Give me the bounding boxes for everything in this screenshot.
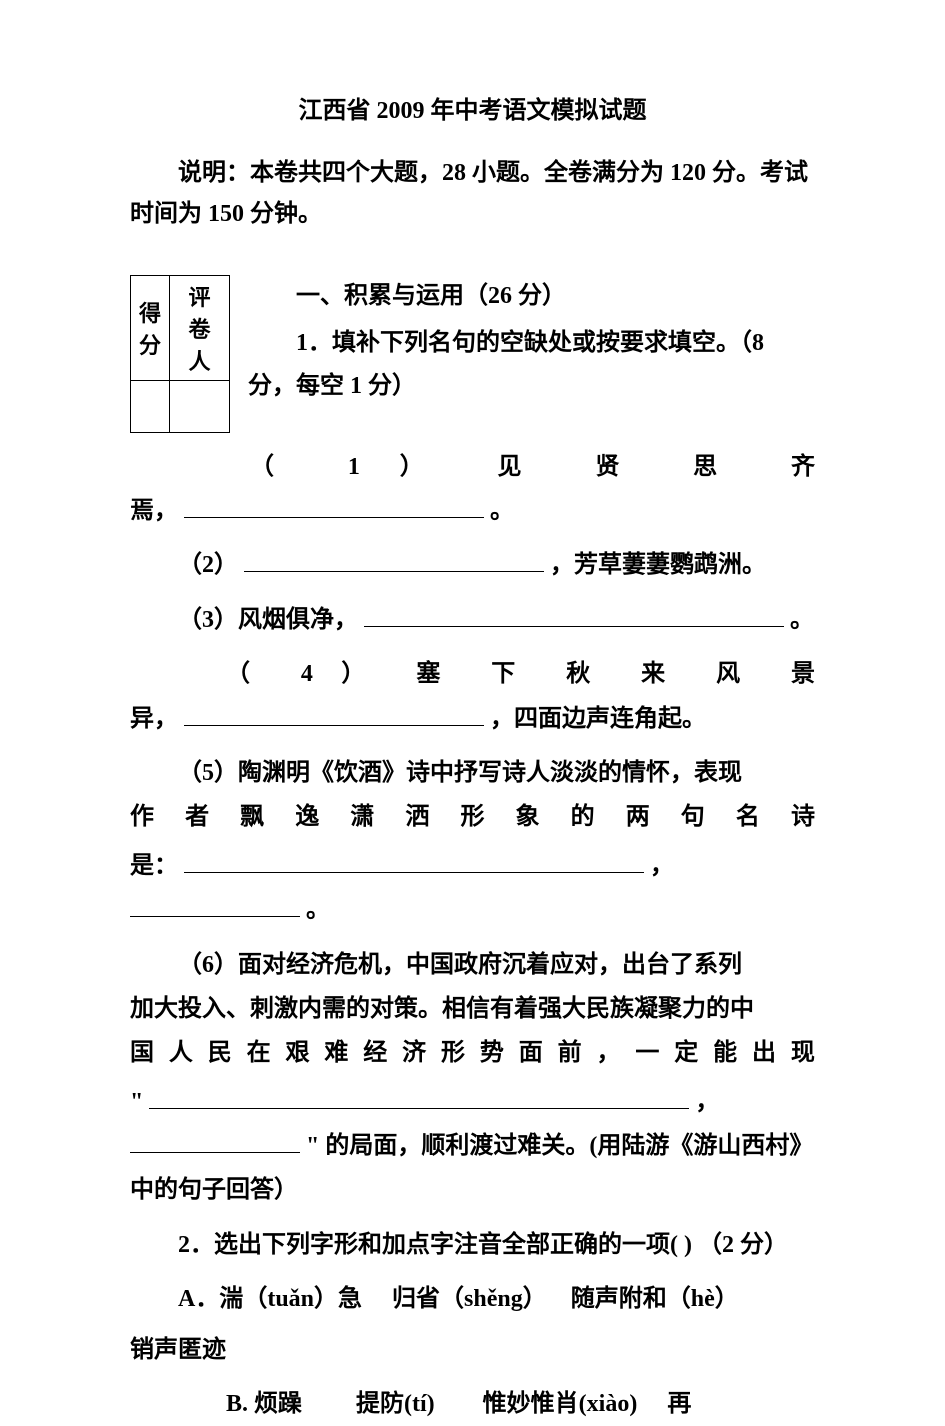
exam-title: 江西省 2009 年中考语文模拟试题 [130,90,815,125]
exam-instructions: 说明：本卷共四个大题，28 小题。全卷满分为 120 分。考试时间为 150 分… [130,153,815,235]
q1-6-l2: 加大投入、刺激内需的对策。相信有着强大民族凝聚力的中 [130,987,815,1031]
score-col-2: 评卷人 [170,275,230,380]
q1-intro: 1．填补下列名句的空缺处或按要求填空。（8 分，每空 1 分） [248,322,815,408]
q1-4-line2: 异， ，四面边声连角起。 [130,697,815,741]
q1-5-l1: （5）陶渊明《饮酒》诗中抒写诗人淡淡的情怀，表现 [130,751,815,795]
c6b: 人 [169,1031,193,1075]
c6a: 国 [130,1031,154,1075]
c5d: 逸 [295,795,319,839]
q1-3-blank[interactable] [364,598,784,627]
c6f: 难 [324,1031,348,1075]
c5f: 洒 [405,795,429,839]
q1-6-comma: ， [695,1089,719,1115]
q2-b4: 再 [667,1391,691,1417]
q1-5-l4: 。 [130,888,815,932]
c6r: 现 [791,1031,815,1075]
q1-4-blank[interactable] [184,697,484,726]
q1-2-suffix: ，芳草萋萋鹦鹉洲。 [550,552,766,578]
q2-a2: 归省（shěng） [392,1286,547,1312]
q2-b2: 提防(tí) [356,1391,435,1417]
q1-5-comma: ， [650,853,674,879]
q2-a3: 随声附和（hè） [571,1286,739,1312]
section-1-heading: 一、积累与运用（26 分） [248,275,815,318]
score-col-1: 得分 [131,275,170,380]
c5k: 句 [681,795,705,839]
q1-5-punc: 。 [306,897,330,923]
section-header-row: 得分 评卷人 一、积累与运用（26 分） 1．填补下列名句的空缺处或按要求填空。… [130,275,815,433]
c6m: ， [597,1031,621,1075]
q2-b3: 惟妙惟肖(xiào) [483,1391,638,1417]
c6g: 经 [363,1031,387,1075]
score-table: 得分 评卷人 [130,275,230,433]
c5e: 潇 [350,795,374,839]
c6n: 一 [635,1031,659,1075]
c6p: 能 [713,1031,737,1075]
q1-3-punc: 。 [790,607,814,633]
c5m: 诗 [791,795,815,839]
c6d: 在 [247,1031,271,1075]
body: （ 1 ） 见 贤 思 齐 焉， 。 （2） ，芳草萋萋鹦鹉洲。 （3）风烟俱净… [130,445,815,1426]
c5l: 名 [736,795,760,839]
q1-5-l3: 是： ， [130,844,815,888]
q1-5-l2: 作 者 飘 逸 潇 洒 形 象 的 两 句 名 诗 [130,795,815,839]
q1-item-3: （3）风烟俱净， 。 [130,598,815,642]
q1-5-blank2[interactable] [130,888,300,917]
q1-6-l5: " 的局面，顺利渡过难关。(用陆游《游山西村》中的句子回答） [130,1124,815,1213]
score-label-1: 得分 [139,301,161,358]
q2-options: A．湍（tuǎn）急 归省（shěng） 随声附和（hè） 销声匿迹 B. 烦躁… [130,1277,815,1426]
section-intro: 一、积累与运用（26 分） 1．填补下列名句的空缺处或按要求填空。（8 分，每空… [248,275,815,409]
q1-5-word: 是： [130,853,178,879]
q1-item-2: （2） ，芳草萋萋鹦鹉洲。 [130,543,815,587]
c5h: 象 [516,795,540,839]
c5j: 两 [626,795,650,839]
q1-6-quote: " [130,1089,143,1115]
q2-a4-line: 销声匿迹 [130,1328,815,1372]
score-blank-2[interactable] [170,380,230,432]
q1-item-5: （5）陶渊明《饮酒》诗中抒写诗人淡淡的情怀，表现 作 者 飘 逸 潇 洒 形 象… [130,751,815,933]
q1-item-1: （ 1 ） 见 贤 思 齐 焉， 。 [130,445,815,534]
q1-2-prefix: （2） [178,552,238,578]
q2: 2．选出下列字形和加点字注音全部正确的一项( ) （2 分） [130,1223,815,1267]
q1-1-line1: （ 1 ） 见 贤 思 齐 [130,445,815,489]
q2-opt-a[interactable]: A．湍（tuǎn）急 归省（shěng） 随声附和（hè） [130,1277,815,1321]
c5b: 者 [185,795,209,839]
q1-item-6: （6）面对经济危机，中国政府沉着应对，出台了系列 加大投入、刺激内需的对策。相信… [130,943,815,1213]
q2-a1: A．湍（tuǎn）急 [178,1286,362,1312]
c6c: 民 [208,1031,232,1075]
q1-6-blank2[interactable] [130,1124,300,1153]
q1-3-prefix: （3）风烟俱净， [178,607,358,633]
q1-4-line1: （ 4 ） 塞 下 秋 来 风 景 [130,652,815,696]
q1-2-blank[interactable] [244,544,544,573]
c6o: 定 [674,1031,698,1075]
q1-6-blank1[interactable] [149,1080,689,1109]
q1-item-4: （ 4 ） 塞 下 秋 来 风 景 异， ，四面边声连角起。 [130,652,815,741]
q1-1-punc: 。 [490,498,514,524]
score-blank-1[interactable] [131,380,170,432]
c6e: 艰 [286,1031,310,1075]
q1-1-word: 焉， [130,498,178,524]
q1-5-blank1[interactable] [184,844,644,873]
c6i: 形 [441,1031,465,1075]
q1-1-line2: 焉， 。 [130,489,815,533]
q1-1-blank[interactable] [184,489,484,518]
score-label-2: 评卷人 [189,285,211,374]
q2-b1: B. 烦躁 [226,1391,302,1417]
q1-6-l1: （6）面对经济危机，中国政府沉着应对，出台了系列 [130,943,815,987]
c6k: 面 [519,1031,543,1075]
c5i: 的 [571,795,595,839]
q1-4-word: 异， [130,706,178,732]
q1-6-l4: " ， [130,1080,815,1124]
q2-opt-b[interactable]: B. 烦躁 提防(tí) 惟妙惟肖(xiào) 再 [130,1382,815,1426]
c6q: 出 [752,1031,776,1075]
c5g: 形 [460,795,484,839]
c5c: 飘 [240,795,264,839]
q1-6-l3: 国 人 民 在 艰 难 经 济 形 势 面 前 ， 一 定 能 出 现 [130,1031,815,1075]
c6l: 前 [558,1031,582,1075]
c6j: 势 [480,1031,504,1075]
c6h: 济 [402,1031,426,1075]
c5a: 作 [130,795,154,839]
q1-4-suffix: ，四面边声连角起。 [490,706,706,732]
